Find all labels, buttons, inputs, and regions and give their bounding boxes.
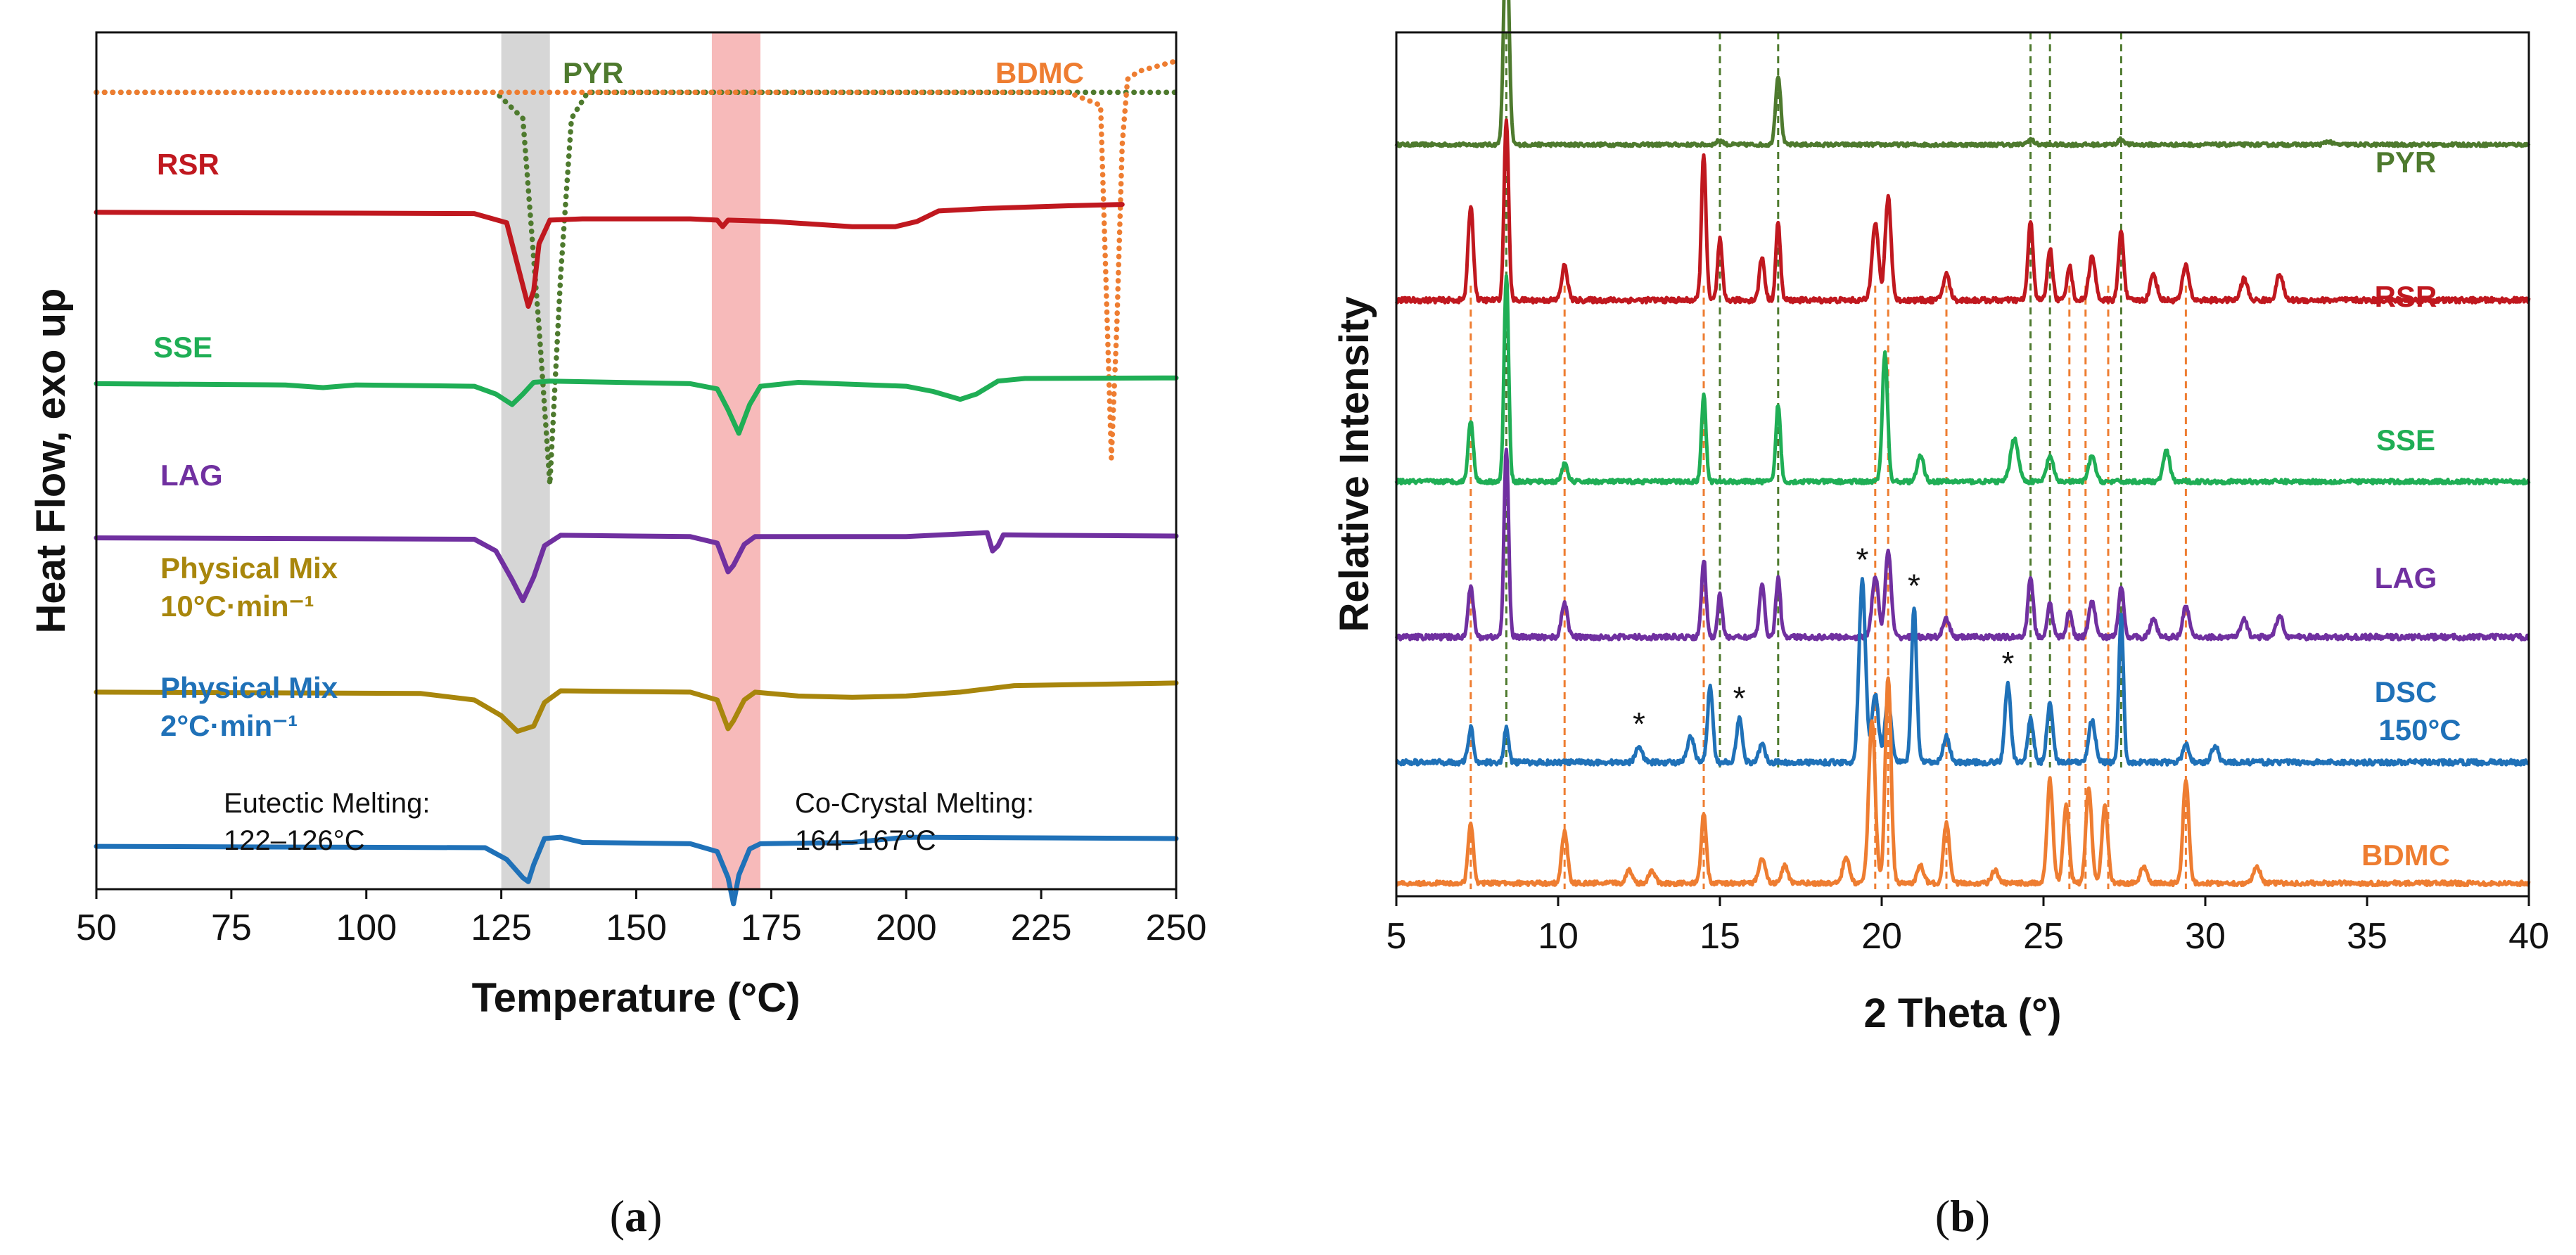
xrd-series-dsc	[1395, 577, 2530, 767]
panel-b-caption-close: )	[1975, 1191, 1990, 1241]
sse-label-b: SSE	[2376, 423, 2435, 457]
eutectic-annotation-line1: Eutectic Melting:	[224, 788, 430, 819]
panel-b-xrd-chart: 5 10 15 20 25 30 35 40 * * * * * PYR RSR SSE LAG DS…	[1332, 0, 2549, 1241]
lag-label-a: LAG	[160, 459, 223, 492]
dsc-series-bdmc	[94, 58, 1179, 461]
dsc-series-rsr	[94, 202, 1125, 309]
panel-a-x-axis-title: Temperature (°C)	[472, 975, 801, 1021]
dsc-series-pyr	[94, 89, 1179, 488]
panel-b-x-tick-label: 40	[2508, 916, 2549, 957]
panel-b-caption-open: (	[1935, 1191, 1950, 1241]
pyr-label-b: PYR	[2376, 146, 2436, 179]
pyr-label-a: PYR	[563, 56, 623, 89]
cocrystal-annotation-line1: Co-Crystal Melting:	[795, 788, 1034, 819]
rsr-label-a: RSR	[157, 148, 219, 181]
rsr-label-b: RSR	[2375, 280, 2437, 313]
xrd-series-lag	[1394, 447, 2530, 642]
star-marker: *	[1733, 680, 1746, 716]
panel-a-x-tick-label: 175	[741, 907, 802, 948]
sse-label-a: SSE	[153, 331, 212, 364]
panel-a-dsc-chart: 50 75 100 125 150 175 200 225 250 Eutectic Melti…	[28, 31, 1207, 1241]
xrd-series-bdmc	[1395, 676, 2531, 888]
panel-a-caption-letter: a	[625, 1191, 647, 1241]
eutectic-annotation-line2: 122–126°C	[224, 825, 365, 856]
panel-b-x-tick-label: 30	[2185, 916, 2226, 957]
panel-a-x-tick-label: 225	[1011, 907, 1072, 948]
cocrystal-annotation-line2: 164–167°C	[795, 825, 936, 856]
xrd-series-pyr	[1394, 0, 2531, 148]
panel-b-x-tick-label: 10	[1538, 916, 1579, 957]
panel-a-x-tick-label: 200	[876, 907, 937, 948]
panel-b-caption-letter: b	[1950, 1191, 1975, 1241]
panel-a-x-tick-label: 100	[336, 907, 397, 948]
panel-a-x-tick-label: 125	[471, 907, 532, 948]
bdmc-label-b: BDMC	[2361, 839, 2450, 872]
panel-b-x-tick-label: 5	[1386, 916, 1407, 957]
highlight-band-2	[711, 32, 761, 889]
panel-a-plot-frame	[95, 31, 1178, 891]
dsc-label-line1: DSC	[2375, 675, 2437, 708]
panel-b-caption: (b)	[1935, 1191, 1990, 1241]
panel-a-caption-close: )	[647, 1191, 662, 1241]
dsc-series-lag	[94, 530, 1179, 604]
star-marker: *	[2001, 645, 2014, 682]
panel-b-x-tick-label: 20	[1861, 916, 1902, 957]
panel-b-x-tick-label: 25	[2023, 916, 2064, 957]
pm2-label-line2: 2°C·min⁻¹	[160, 709, 298, 742]
star-marker: *	[1856, 542, 1868, 578]
dsc-series-pm2	[94, 834, 1179, 907]
panel-b-x-tick-label: 35	[2347, 916, 2387, 957]
star-marker: *	[1908, 568, 1920, 604]
bdmc-label-a: BDMC	[995, 56, 1084, 89]
xrd-series-sse	[1394, 274, 2531, 486]
panel-a-y-axis-title: Heat Flow, exo up	[28, 288, 74, 634]
pm10-label-line2: 10°C·min⁻¹	[160, 590, 314, 623]
xrd-series-rsr	[1394, 118, 2531, 305]
star-marker: *	[1633, 706, 1645, 742]
panel-a-caption: (a)	[610, 1191, 663, 1241]
lag-label-b: LAG	[2375, 561, 2437, 594]
dsc-label-line2: 150°C	[2378, 713, 2461, 746]
dsc-series-sse	[94, 375, 1179, 436]
panel-b-x-tick-label: 15	[1700, 916, 1740, 957]
panel-b-y-axis-title: Relative Intensity	[1332, 296, 1377, 632]
pm10-label-line1: Physical Mix	[160, 552, 338, 585]
panel-b-x-axis-title: 2 Theta (°)	[1864, 990, 2062, 1036]
panel-a-x-tick-label: 150	[606, 907, 667, 948]
panel-b-plot-frame	[1395, 31, 2530, 898]
dsc-series-pm10	[94, 680, 1179, 734]
panel-a-caption-open: (	[610, 1191, 625, 1241]
panel-a-x-tick-label: 250	[1146, 907, 1207, 948]
panel-a-x-tick-label: 75	[211, 907, 252, 948]
panel-a-x-tick-label: 50	[76, 907, 117, 948]
pm2-label-line1: Physical Mix	[160, 671, 338, 704]
